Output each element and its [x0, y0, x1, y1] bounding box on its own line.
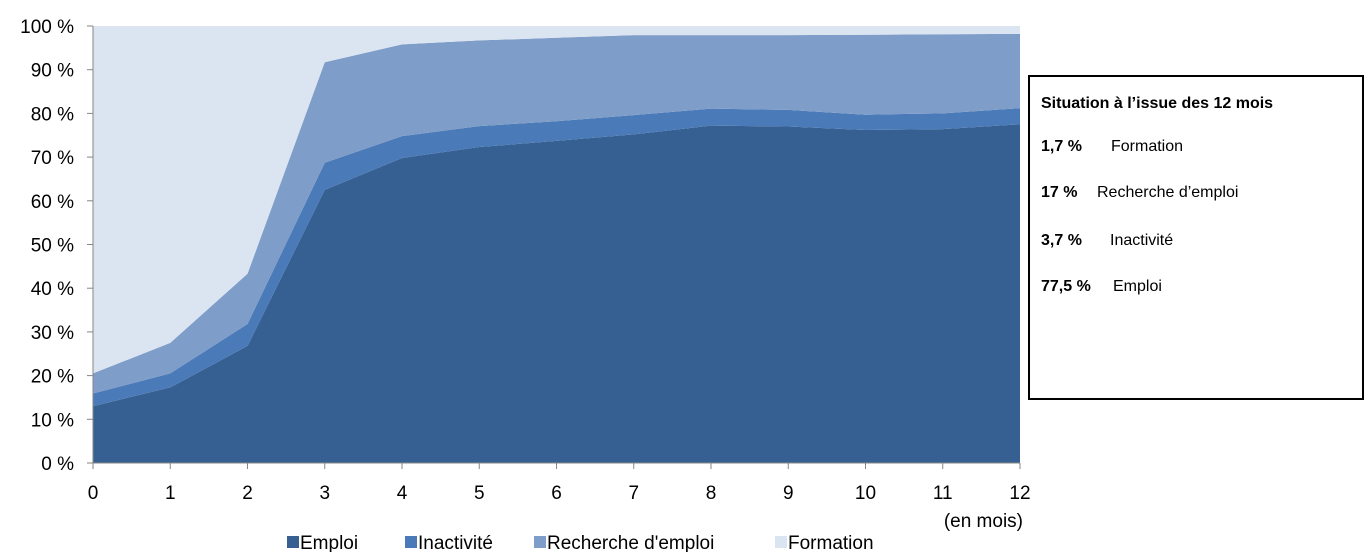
y-tick-label: 100 % — [20, 17, 74, 38]
info-box: Situation à l’issue des 12 mois 1,7 % Fo… — [1028, 75, 1364, 400]
x-tick-label: 8 — [706, 483, 717, 504]
info-item-inactivite-label: Inactivité — [1110, 232, 1173, 249]
y-tick-label: 10 % — [31, 410, 74, 431]
info-item-recherche-pct: 17 % — [1041, 184, 1077, 201]
y-tick-label: 30 % — [31, 323, 74, 344]
x-axis-ticks: 0 1 2 3 4 5 6 7 8 9 10 11 12 — [88, 463, 1031, 504]
x-tick-label: 4 — [397, 483, 408, 504]
y-axis-ticks: 0 % 10 % 20 % 30 % 40 % 50 % 60 % 70 % 80 % 90 % 1… — [20, 17, 93, 475]
legend-label-inactivite: Inactivité — [418, 533, 493, 552]
x-axis-unit-label: (en mois) — [944, 511, 1023, 532]
area-recherche-d-emploi — [93, 33, 1020, 394]
info-item-emploi-pct: 77,5 % — [1041, 278, 1091, 295]
info-item-formation-label: Formation — [1111, 138, 1183, 155]
x-tick-label: 3 — [319, 483, 330, 504]
y-tick-label: 90 % — [31, 61, 74, 82]
info-item-emploi-label: Emploi — [1113, 278, 1162, 295]
y-tick-label: 20 % — [31, 367, 74, 388]
area-emploi — [93, 124, 1020, 463]
x-tick-label: 9 — [783, 483, 794, 504]
area-series-group — [93, 26, 1020, 463]
x-tick-label: 7 — [628, 483, 639, 504]
x-tick-label: 11 — [933, 483, 953, 504]
y-tick-label: 0 % — [41, 454, 74, 475]
y-tick-label: 60 % — [31, 192, 74, 213]
x-tick-label: 12 — [1009, 483, 1030, 504]
legend: Emploi Inactivité Recherche d'emploi Format… — [287, 533, 874, 552]
y-tick-label: 50 % — [31, 236, 74, 257]
legend-swatch-inactivite — [405, 536, 417, 548]
area-formation — [93, 26, 1020, 374]
y-tick-label: 70 % — [31, 148, 74, 169]
y-tick-label: 80 % — [31, 104, 74, 125]
legend-label-recherche-d-emploi: Recherche d'emploi — [547, 533, 714, 552]
x-tick-label: 10 — [855, 483, 876, 504]
x-tick-label: 5 — [474, 483, 485, 504]
area-inactivite — [93, 108, 1020, 407]
info-item-formation-pct: 1,7 % — [1041, 138, 1082, 155]
x-tick-label: 0 — [88, 483, 99, 504]
x-tick-label: 2 — [242, 483, 253, 504]
info-item-recherche-label: Recherche d’emploi — [1097, 184, 1238, 201]
legend-swatch-formation — [775, 536, 787, 548]
x-tick-label: 6 — [551, 483, 562, 504]
info-box-title: Situation à l’issue des 12 mois — [1041, 95, 1273, 112]
y-tick-label: 40 % — [31, 279, 74, 300]
info-box-frame — [1028, 75, 1364, 400]
legend-label-formation: Formation — [788, 533, 874, 552]
legend-label-emploi: Emploi — [300, 533, 358, 552]
info-item-inactivite-pct: 3,7 % — [1041, 232, 1082, 249]
x-tick-label: 1 — [165, 483, 176, 504]
legend-swatch-emploi — [287, 536, 299, 548]
legend-swatch-recherche-d-emploi — [534, 536, 546, 548]
